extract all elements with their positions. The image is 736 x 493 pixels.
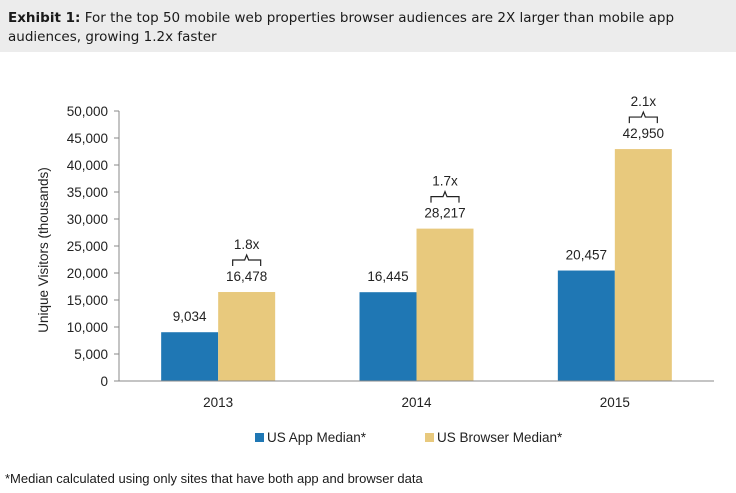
ratio-label: 1.8x	[234, 237, 260, 252]
y-tick-label: 40,000	[67, 158, 108, 173]
bar	[416, 228, 474, 381]
y-axis: 0 5,000 10,000 15,000 20,000 25,000 30,000 35,0…	[67, 104, 120, 389]
ratio-bracket	[628, 110, 658, 124]
data-label: 16,478	[226, 269, 267, 284]
y-tick-label: 30,000	[67, 212, 108, 227]
x-tick-label: 2013	[203, 395, 233, 410]
bar	[161, 332, 219, 381]
x-axis: 2013 2014 2015	[119, 380, 714, 410]
y-tick-label: 35,000	[67, 185, 108, 200]
y-tick-label: 25,000	[67, 239, 108, 254]
bar-chart: 0 5,000 10,000 15,000 20,000 25,000 30,000 35,0…	[36, 94, 714, 445]
y-tick-label: 45,000	[67, 131, 108, 146]
ratio-label: 1.7x	[432, 174, 458, 189]
bar	[218, 292, 276, 381]
data-label: 42,950	[623, 126, 664, 141]
y-tick-label: 5,000	[74, 347, 108, 362]
ratio-bracket	[430, 190, 460, 203]
y-tick-label: 50,000	[67, 104, 108, 119]
x-tick-label: 2015	[600, 395, 630, 410]
exhibit-header: Exhibit 1: For the top 50 mobile web pro…	[0, 0, 736, 52]
bar	[359, 292, 417, 381]
legend: US App Median* US Browser Median*	[255, 430, 563, 445]
y-axis-label: Unique Visitors (thousands)	[36, 167, 51, 333]
exhibit-label: Exhibit 1:	[8, 10, 81, 26]
data-label: 28,217	[424, 206, 465, 221]
ratio-bracket	[232, 253, 262, 267]
legend-swatch	[255, 433, 264, 442]
exhibit-title: For the top 50 mobile web properties bro…	[8, 10, 675, 45]
y-tick-label: 0	[100, 374, 108, 389]
legend-swatch	[425, 433, 434, 442]
bar	[614, 149, 672, 381]
y-tick-label: 15,000	[67, 293, 108, 308]
ratio-label: 2.1x	[631, 94, 657, 109]
data-label: 20,457	[566, 248, 607, 263]
legend-label: US Browser Median*	[437, 430, 563, 445]
bar	[557, 270, 615, 381]
bars: 9,034 16,478 1.8x 16,445 28,217 1.7x 20,457 42,…	[161, 94, 672, 381]
footnote: *Median calculated using only sites that…	[5, 471, 423, 486]
legend-label: US App Median*	[267, 430, 367, 445]
y-tick-label: 10,000	[67, 320, 108, 335]
x-tick-label: 2014	[401, 395, 432, 410]
data-label: 9,034	[173, 309, 207, 324]
data-label: 16,445	[367, 269, 408, 284]
y-tick-label: 20,000	[67, 266, 108, 281]
